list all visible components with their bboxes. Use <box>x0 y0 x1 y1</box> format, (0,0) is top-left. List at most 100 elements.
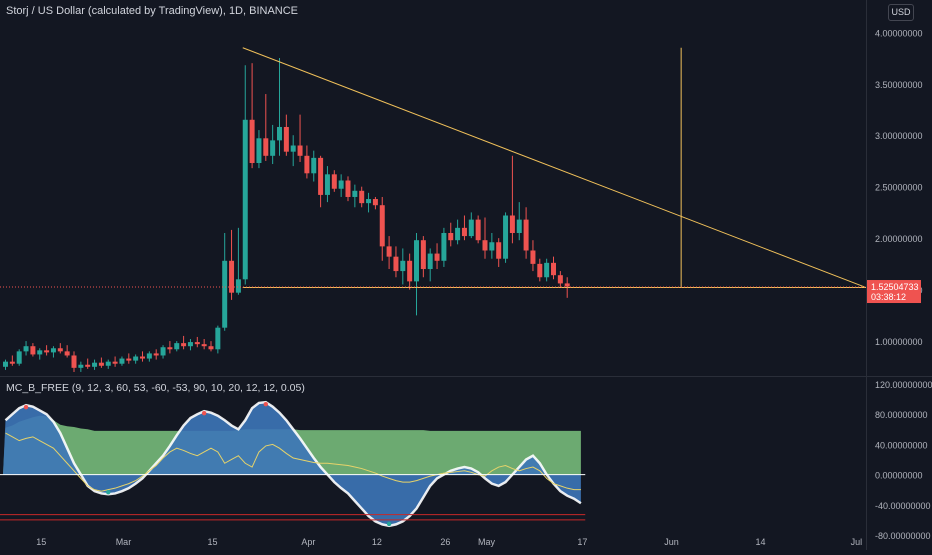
candle[interactable] <box>455 219 461 245</box>
candle[interactable] <box>414 232 419 316</box>
currency-button[interactable]: USD <box>888 4 914 21</box>
candle[interactable] <box>318 155 324 208</box>
candle[interactable] <box>537 258 543 282</box>
candle[interactable] <box>71 351 77 372</box>
candle[interactable] <box>98 357 104 368</box>
candle[interactable] <box>229 229 235 300</box>
candle[interactable] <box>461 215 467 241</box>
candle[interactable] <box>78 361 84 372</box>
indicator-title: MC_B_FREE (9, 12, 3, 60, 53, -60, -53, 9… <box>6 382 305 394</box>
candle[interactable] <box>331 170 337 192</box>
resistance-trendline[interactable] <box>242 47 867 289</box>
time-tick-label: Jun <box>664 537 679 547</box>
candle[interactable] <box>551 256 556 280</box>
candle-body <box>311 157 317 174</box>
candle[interactable] <box>366 192 372 213</box>
candle[interactable] <box>160 345 166 359</box>
candle[interactable] <box>37 348 43 360</box>
candle[interactable] <box>338 174 344 197</box>
candle[interactable] <box>242 65 248 285</box>
candle[interactable] <box>57 343 63 354</box>
candle[interactable] <box>112 356 118 367</box>
candle[interactable] <box>420 236 426 278</box>
candle-body <box>98 362 104 366</box>
sell-dot <box>23 404 29 410</box>
candle[interactable] <box>393 246 399 278</box>
candle[interactable] <box>379 196 385 261</box>
candle[interactable] <box>181 335 187 350</box>
candle[interactable] <box>270 124 276 165</box>
candle[interactable] <box>187 339 193 351</box>
candle[interactable] <box>441 227 447 267</box>
candle[interactable] <box>503 212 509 263</box>
candle[interactable] <box>372 196 378 210</box>
candle[interactable] <box>235 227 241 295</box>
candle[interactable] <box>50 346 56 358</box>
candle[interactable] <box>133 354 139 364</box>
candle[interactable] <box>509 155 515 244</box>
candle[interactable] <box>523 207 529 259</box>
price-pane[interactable] <box>0 47 867 372</box>
candle[interactable] <box>126 353 132 364</box>
candle[interactable] <box>544 258 550 282</box>
candle[interactable] <box>23 341 29 356</box>
candle[interactable] <box>516 202 522 241</box>
candle[interactable] <box>167 341 173 354</box>
candle-body <box>407 260 413 282</box>
indicator-pane[interactable] <box>0 400 586 528</box>
candle[interactable] <box>352 184 358 208</box>
candle[interactable] <box>311 150 317 182</box>
candle-body <box>551 262 556 276</box>
candle[interactable] <box>290 135 296 167</box>
candle[interactable] <box>277 58 282 156</box>
candle[interactable] <box>92 359 98 370</box>
candle[interactable] <box>530 240 536 272</box>
candle[interactable] <box>30 343 36 357</box>
candle-body <box>50 348 56 353</box>
candle[interactable] <box>249 63 255 169</box>
candle[interactable] <box>482 217 488 259</box>
candle-body <box>85 364 91 367</box>
last-price-tag-bg <box>867 280 921 304</box>
candle[interactable] <box>557 271 563 288</box>
candle[interactable] <box>85 358 91 369</box>
candle[interactable] <box>3 359 8 370</box>
candle[interactable] <box>489 232 495 259</box>
candle[interactable] <box>215 325 221 354</box>
candle[interactable] <box>434 243 440 270</box>
candle[interactable] <box>146 351 152 362</box>
candle[interactable] <box>208 341 214 352</box>
candle[interactable] <box>9 355 15 366</box>
candle[interactable] <box>119 356 125 366</box>
candle[interactable] <box>64 345 70 358</box>
candle[interactable] <box>263 94 269 161</box>
candle[interactable] <box>345 176 351 202</box>
candle[interactable] <box>427 248 433 282</box>
candle[interactable] <box>359 186 365 208</box>
candle[interactable] <box>201 339 207 350</box>
candle[interactable] <box>140 351 145 362</box>
candle-body <box>516 219 522 233</box>
candle[interactable] <box>105 359 111 369</box>
candle[interactable] <box>283 114 289 156</box>
candle[interactable] <box>324 166 330 203</box>
candle[interactable] <box>304 145 310 179</box>
candle[interactable] <box>16 349 22 366</box>
candle[interactable] <box>468 212 474 239</box>
candle[interactable] <box>44 345 50 356</box>
candle[interactable] <box>222 232 228 331</box>
candle[interactable] <box>496 238 502 267</box>
candle[interactable] <box>174 341 180 352</box>
candle[interactable] <box>153 349 159 360</box>
candle-body <box>537 263 543 278</box>
candle[interactable] <box>194 336 200 348</box>
candle[interactable] <box>448 222 454 247</box>
candle[interactable] <box>407 253 413 290</box>
candle[interactable] <box>297 114 303 162</box>
candle[interactable] <box>400 248 406 285</box>
candle[interactable] <box>256 130 262 169</box>
candle[interactable] <box>475 215 481 244</box>
candle[interactable] <box>386 236 392 270</box>
